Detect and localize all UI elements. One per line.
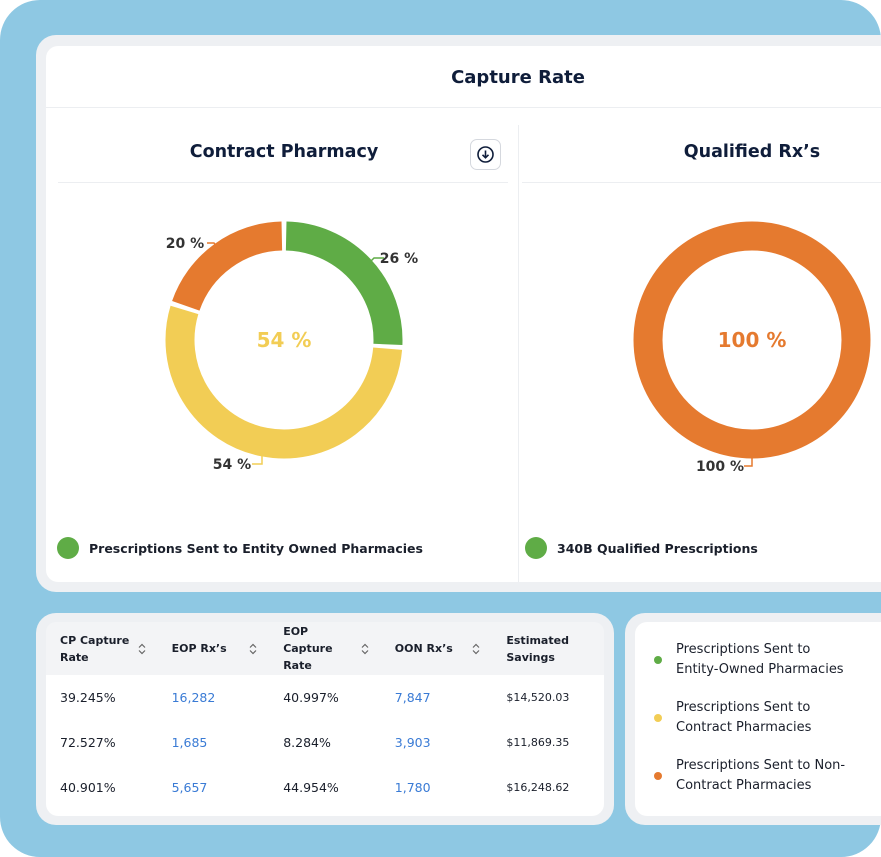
- legend-swatch: [525, 537, 547, 559]
- column-header: EOP Capture Rate: [269, 623, 381, 674]
- sort-arrows: [361, 643, 369, 654]
- table-cell: 72.527%: [60, 735, 116, 750]
- column-header-text: EOP Capture Rate: [283, 625, 333, 672]
- donut-charts: 26 % 54 % 20 % 54 % Prescriptions Sent to En…: [57, 221, 871, 559]
- sort-icon[interactable]: [138, 643, 146, 655]
- page-title: Capture Rate: [451, 67, 585, 88]
- column-header: OON Rx’s: [381, 640, 493, 657]
- chart-title: Qualified Rx’s: [683, 142, 821, 162]
- sort-arrows: [472, 643, 480, 654]
- table-cell[interactable]: 1,685: [171, 735, 208, 750]
- table-cell[interactable]: 5,657: [171, 780, 208, 795]
- leader-line: [744, 456, 753, 467]
- table-cell: $14,520.03: [506, 691, 570, 704]
- table-cell[interactable]: 7,847: [394, 690, 431, 705]
- legend-label: Prescriptions Sent to Entity Owned Pharm…: [89, 541, 423, 556]
- column-header: EOP Rx’s: [158, 640, 270, 657]
- leader-line: [252, 455, 263, 465]
- value-label: 100 %: [696, 459, 744, 475]
- center-label: 100 %: [718, 328, 787, 352]
- legend-label: 340B Qualified Prescriptions: [557, 541, 758, 556]
- column-header: CP Capture Rate: [46, 632, 158, 666]
- column-header-text: CP Capture Rate: [60, 633, 130, 664]
- table-cell: 40.901%: [60, 780, 116, 795]
- legend-label: Prescriptions Sent to Non-Contract Pharm…: [676, 758, 846, 793]
- sort-arrows: [138, 643, 146, 654]
- legend-label: Prescriptions Sent to Contract Pharmacie…: [676, 700, 812, 735]
- legend-card: [625, 613, 881, 825]
- legend-dot: [654, 656, 662, 664]
- divider: [58, 182, 508, 183]
- legend-card-body: [635, 622, 881, 816]
- legend-dot: [654, 714, 662, 722]
- donut-segment: [172, 221, 283, 312]
- column-header: Estimated Savings: [492, 632, 604, 666]
- table-header: CP Capture Rate EOP Rx’s EOP Capture Rate O…: [46, 622, 604, 675]
- leader-line: [207, 242, 222, 253]
- table-cell: 44.954%: [283, 780, 339, 795]
- leader-line: [367, 257, 384, 265]
- sort-icon[interactable]: [361, 643, 369, 655]
- divider: [46, 107, 881, 108]
- table-row: 39.245% 16,282 40.997% 7,847 $14,520.03: [46, 675, 604, 720]
- table-cell: 39.245%: [60, 690, 116, 705]
- legend-label: Prescriptions Sent to Entity-Owned Pharm…: [676, 642, 844, 677]
- value-label: 26 %: [380, 251, 418, 267]
- column-header-text: OON Rx’s: [394, 642, 453, 655]
- table-cell[interactable]: 3,903: [394, 735, 431, 750]
- donut-segment: [285, 221, 403, 345]
- column-header-text: EOP Rx’s: [171, 642, 227, 655]
- sort-icon[interactable]: [249, 643, 257, 655]
- table-cell[interactable]: 1,780: [394, 780, 431, 795]
- download-icon: [477, 146, 494, 163]
- legend-dot: [654, 772, 662, 780]
- sort-icon[interactable]: [472, 643, 480, 655]
- divider: [518, 125, 519, 582]
- value-label: 54 %: [213, 457, 251, 473]
- chart-title: Contract Pharmacy: [189, 142, 379, 162]
- table-row: 72.527% 1,685 8.284% 3,903 $11,869.35: [46, 720, 604, 765]
- legend-swatch: [57, 537, 79, 559]
- data-table: CP Capture Rate EOP Rx’s EOP Capture Rate O…: [46, 622, 604, 810]
- sort-arrows: [249, 643, 257, 654]
- value-label: 20 %: [166, 236, 204, 252]
- table-cell: 8.284%: [283, 735, 331, 750]
- table-cell: $11,869.35: [506, 736, 570, 749]
- table-cell: $16,248.62: [506, 781, 570, 794]
- table-row: 40.901% 5,657 44.954% 1,780 $16,248.62: [46, 765, 604, 810]
- donut-segment: [633, 221, 871, 459]
- divider: [522, 182, 881, 183]
- center-label: 54 %: [257, 328, 312, 352]
- download-button[interactable]: [470, 139, 501, 170]
- table-cell[interactable]: 16,282: [171, 690, 216, 705]
- table-cell: 40.997%: [283, 690, 339, 705]
- column-header-text: Estimated Savings: [506, 633, 569, 664]
- donut-segment: [165, 305, 403, 459]
